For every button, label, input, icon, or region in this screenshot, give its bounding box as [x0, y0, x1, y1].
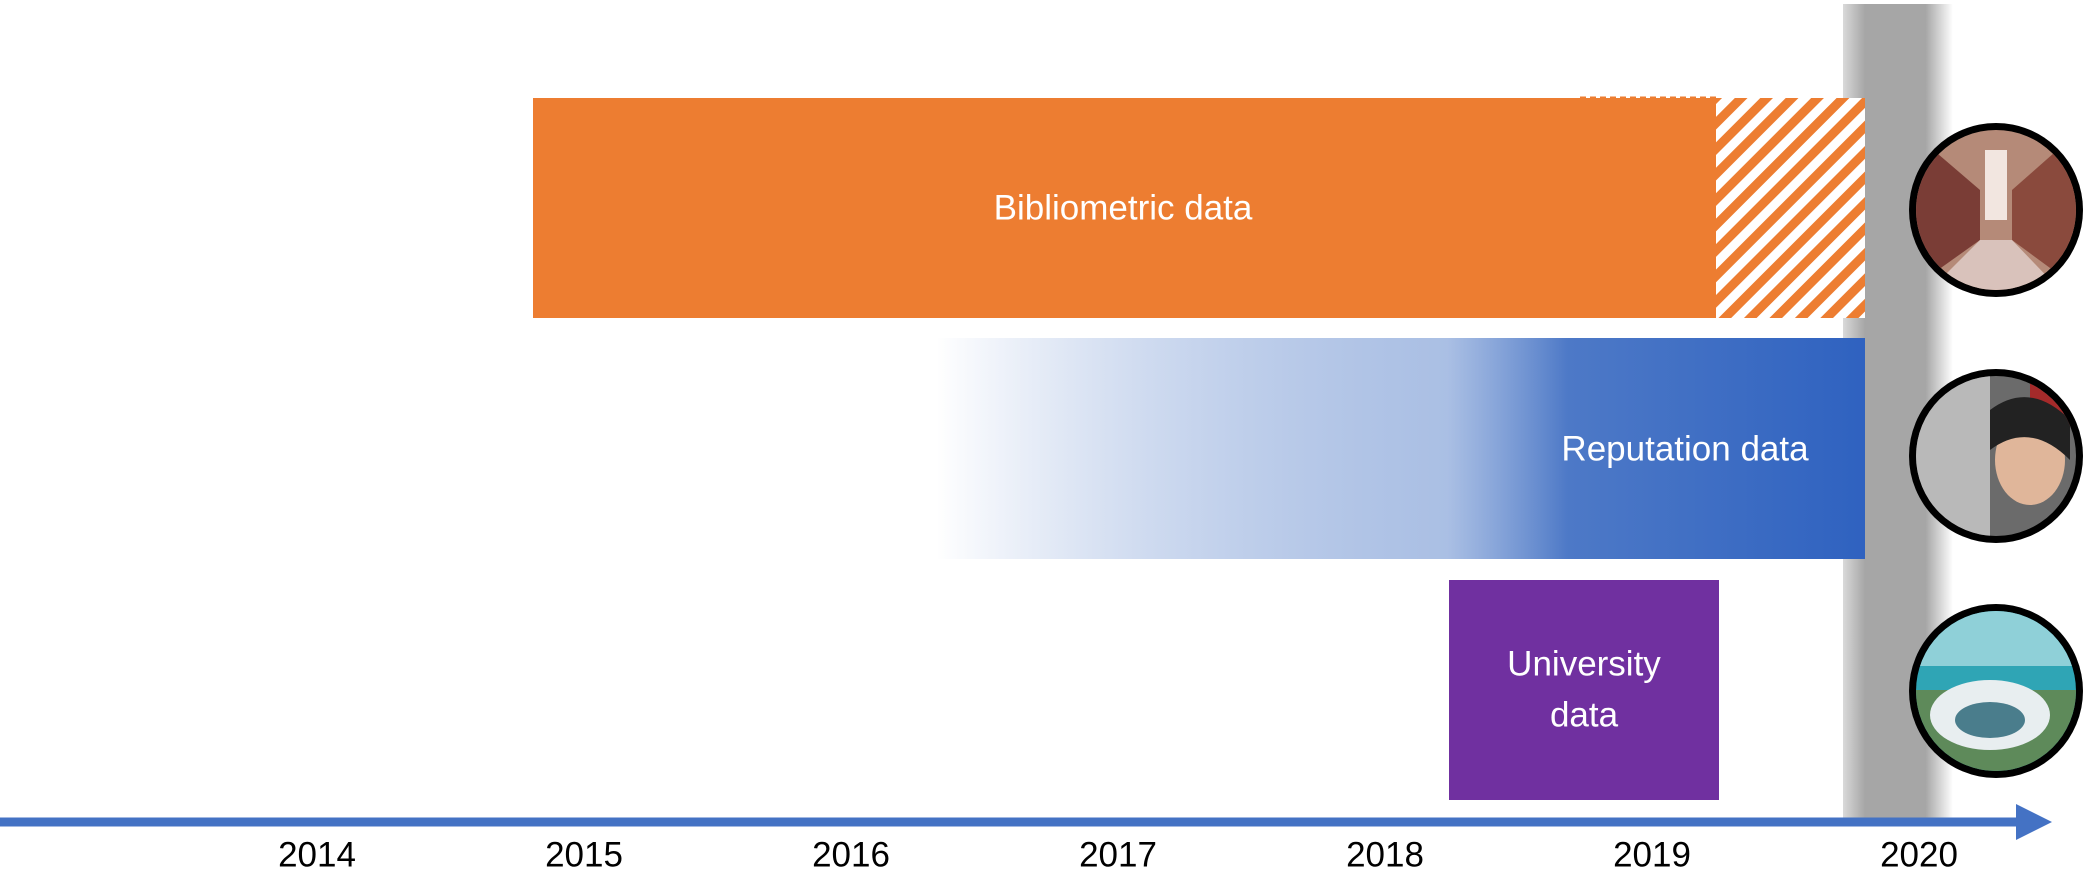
year-labels: 2014 2015 2016 2017 2018 2019 2020	[278, 835, 1958, 874]
bar-label: Reputation data	[1561, 429, 1809, 468]
year-label: 2015	[545, 835, 623, 874]
photo-researcher	[1909, 369, 2083, 543]
year-label: 2018	[1346, 835, 1424, 874]
reputation-bar	[936, 338, 1865, 559]
bar-label: Bibliometric data	[994, 188, 1253, 227]
bar-label: data	[1550, 695, 1619, 734]
photo-campus	[1909, 604, 2083, 778]
bar-label: University	[1507, 644, 1661, 683]
photo-library	[1909, 123, 2083, 297]
year-label: 2020	[1880, 835, 1958, 874]
bibliometric-bar	[533, 98, 1716, 318]
university-bar	[1449, 580, 1719, 800]
year-label: 2016	[812, 835, 890, 874]
bibliometric-projection	[1716, 98, 1865, 318]
year-label: 2019	[1613, 835, 1691, 874]
year-label: 2014	[278, 835, 356, 874]
axis-arrow	[2016, 804, 2052, 840]
year-label: 2017	[1079, 835, 1157, 874]
